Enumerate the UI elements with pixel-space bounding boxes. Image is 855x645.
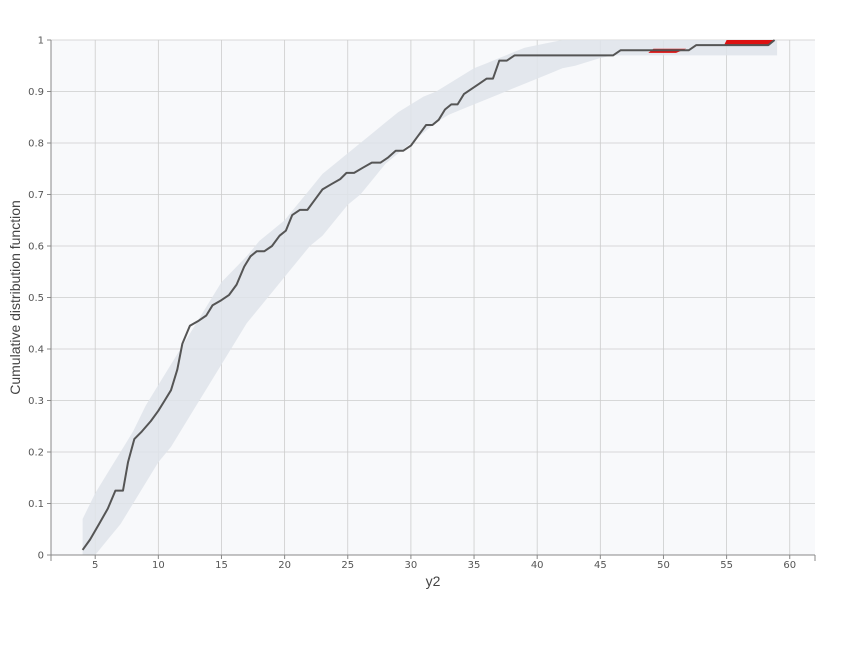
x-tick-label: 20: [278, 560, 291, 571]
y-tick-label: 0.2: [28, 448, 44, 459]
y-tick-label: 0.5: [28, 293, 44, 304]
x-tick-label: 40: [531, 560, 544, 571]
x-tick-label: 15: [215, 560, 228, 571]
y-tick-label: 0.3: [28, 396, 44, 407]
x-tick-label: 10: [152, 560, 165, 571]
confidence-band: [82, 40, 778, 555]
cdf-series-line: [81, 39, 776, 551]
x-tick-label: 35: [468, 560, 481, 571]
y-tick-label: 0.7: [28, 190, 44, 201]
highlight-region: [724, 40, 775, 46]
tick-labels: 5 10 15 20 25 30 35 40 45 50 55 60 0 0.1 0.2 0.3 0.4 0.5 0…: [28, 36, 796, 572]
x-tick-label: 45: [594, 560, 607, 571]
y-tick-label: 0.8: [28, 139, 44, 150]
x-tick-label: 50: [657, 560, 670, 571]
axes: [47, 39, 816, 561]
y-tick-label: 0.6: [28, 242, 44, 253]
y-tick-label: 0.1: [28, 499, 44, 510]
y-tick-label: 0: [38, 551, 44, 562]
y-axis-title: Cumulative distribution function: [7, 200, 23, 395]
x-tick-label: 25: [341, 560, 354, 571]
y-tick-label: 0.4: [28, 345, 44, 356]
x-tick-label: 60: [783, 560, 796, 571]
confidence-band-area: [82, 40, 778, 555]
series-layer: [81, 39, 776, 551]
y-tick-label: 0.9: [28, 87, 44, 98]
x-axis-title: y2: [426, 573, 441, 589]
y-tick-label: 1: [38, 36, 44, 47]
x-tick-label: 55: [720, 560, 733, 571]
x-tick-label: 5: [92, 560, 98, 571]
x-tick-label: 30: [405, 560, 418, 571]
